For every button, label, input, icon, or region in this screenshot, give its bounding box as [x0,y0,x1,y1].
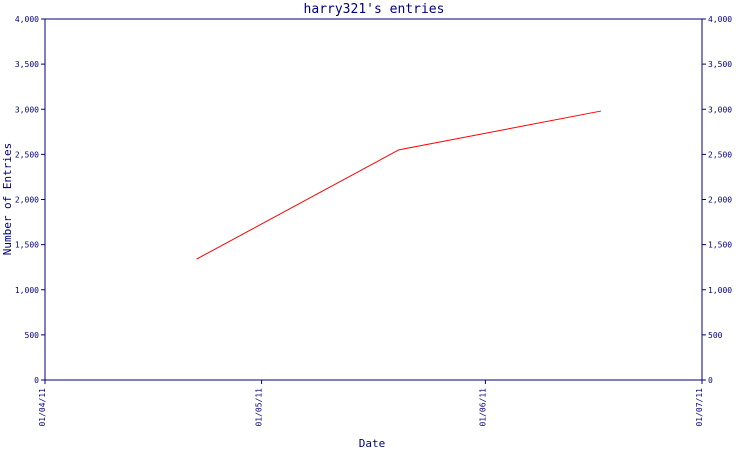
y-left-tick-label: 3,500 [15,60,39,69]
y-axis-left: 0 500 1,000 1,500 2,000 2,500 3,000 3,500 4,000 [15,15,45,385]
y-left-tick-label: 4,000 [15,15,39,24]
y-right-tick-label: 2,500 [708,150,732,159]
x-axis: 01/04/11 01/05/11 01/06/11 01/07/11 [38,380,704,427]
y-left-tick-label: 2,000 [15,196,39,205]
y-left-tick-label: 3,000 [15,105,39,114]
x-tick-label: 01/05/11 [255,388,264,427]
y-right-tick-label: 3,000 [708,105,732,114]
x-axis-label: Date [359,437,386,450]
y-right-tick-label: 500 [708,331,723,340]
series-line [196,110,602,260]
y-left-tick-label: 1,500 [15,241,39,250]
x-tick-label: 01/07/11 [695,388,704,427]
y-left-tick-label: 500 [25,331,40,340]
y-right-tick-label: 0 [708,376,713,385]
y-right-tick-label: 2,000 [708,196,732,205]
y-right-tick-label: 1,500 [708,241,732,250]
y-right-tick-label: 4,000 [708,15,732,24]
x-tick-label: 01/04/11 [38,388,47,427]
y-axis-label: Number of Entries [1,143,14,256]
y-right-tick-label: 3,500 [708,60,732,69]
series-layer [196,110,602,260]
chart-title: harry321's entries [304,2,445,17]
y-left-tick-label: 2,500 [15,150,39,159]
y-right-tick-label: 1,000 [708,286,732,295]
y-axis-right: 0 500 1,000 1,500 2,000 2,500 3,000 3,500 4,000 [702,15,732,385]
y-left-tick-label: 1,000 [15,286,39,295]
y-left-tick-label: 0 [34,376,39,385]
plot-frame [44,18,703,381]
x-tick-label: 01/06/11 [478,388,487,427]
